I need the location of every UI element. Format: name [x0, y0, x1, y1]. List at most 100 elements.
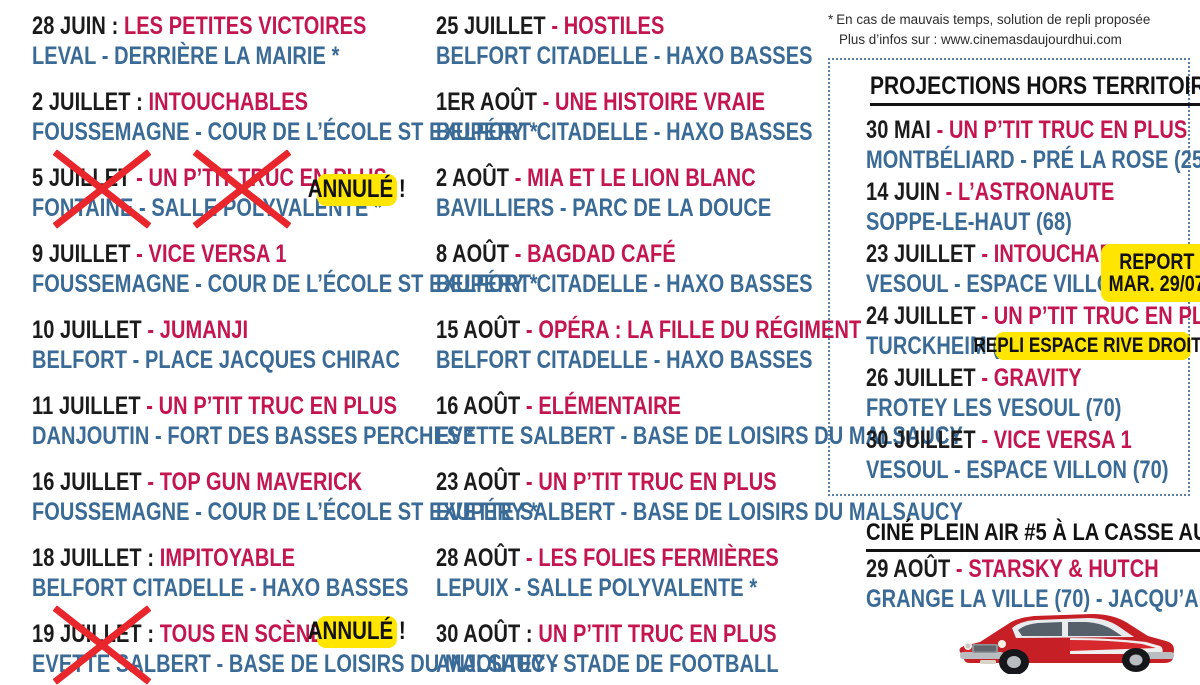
middle-separator-4: - — [525, 316, 533, 344]
hors-date-3: 24 JUILLET — [866, 302, 976, 330]
screening-entry: 16 AOÛT - ELÉMENTAIRE EVETTE SALBERT - BA… — [436, 394, 1095, 449]
screening-entry: 29 AOÛT - STARSKY & HUTCH GRANGE LA VILLE… — [866, 557, 1200, 612]
left-film-title-6: TOP GUN MAVERICK — [159, 468, 363, 496]
middle-date-7: 28 AOÛT — [436, 544, 521, 572]
screening-entry: 14 JUIN - L’ASTRONAUTE SOPPE-LE-HAUT (68) — [866, 180, 1177, 235]
left-date-1: 2 JUILLET — [32, 88, 131, 116]
middle-date-1: 1ER AOÛT — [436, 88, 538, 116]
cancelled-badge-text: ANNULÉ ! — [308, 175, 406, 204]
hors-venue-4: FROTEY LES VESOUL (70) — [866, 394, 1122, 422]
middle-venue-6: EVETTE SALBERT - BASE DE LOISIRS DU MALS… — [436, 498, 963, 526]
middle-venue-2: BAVILLIERS - PARC DE LA DOUCE — [436, 194, 772, 222]
screening-entry: 23 AOÛT - UN P’TIT TRUC EN PLUS EVETTE SA… — [436, 470, 1095, 525]
screening-entry: 28 AOÛT - LES FOLIES FERMIÈRES LEPUIX - S… — [436, 546, 865, 601]
repli-badge-text: REPLI ESPACE RIVE DROITE — [973, 334, 1200, 358]
left-weather-asterisk-6: * — [529, 498, 538, 526]
left-separator-5: - — [146, 392, 153, 420]
middle-film-title-8: UN P’TIT TRUC EN PLUS — [538, 620, 777, 648]
left-separator-7: : — [147, 544, 155, 572]
left-weather-asterisk-1: * — [529, 118, 538, 146]
hors-separator-2: - — [981, 240, 989, 268]
hors-separator-3: - — [981, 302, 989, 330]
left-venue-7: BELFORT CITADELLE - HAXO BASSES — [32, 574, 409, 602]
hors-date-5: 30 JUILLET — [866, 426, 976, 454]
cancelled-badge: ANNULÉ ! — [308, 174, 406, 206]
middle-date-3: 8 AOÛT — [436, 240, 510, 268]
starsky-hutch-car-photo — [959, 614, 1174, 674]
left-date-8: 19 JUILLET — [32, 620, 142, 648]
left-separator-4: - — [147, 316, 155, 344]
left-separator-3: - — [136, 240, 143, 268]
screening-entry: 9 JUILLET - VICE VERSA 1 FOUSSEMAGNE - CO… — [32, 242, 664, 297]
screening-entry: 5 JUILLET - UN P’TIT TRUC EN PLUS FONTAIN… — [32, 166, 476, 221]
screening-entry: 26 JUILLET - GRAVITY FROTEY LES VESOUL (7… — [866, 366, 1185, 421]
left-date-4: 10 JUILLET — [32, 316, 142, 344]
left-date-6: 16 JUILLET — [32, 468, 142, 496]
casse-auto-heading-text: CINÉ PLEIN AIR #5 À LA CASSE AUTO — [866, 519, 1200, 546]
left-date-5: 11 JUILLET — [32, 392, 141, 420]
screening-entry: 15 AOÛT - OPÉRA : LA FILLE DU RÉGIMENT BE… — [436, 318, 968, 373]
middle-film-title-7: LES FOLIES FERMIÈRES — [538, 544, 779, 572]
middle-date-5: 16 AOÛT — [436, 392, 521, 420]
screening-entry: 28 JUIN : LES PETITES VICTOIRES LEVAL - D… — [32, 14, 450, 69]
left-separator-1: : — [136, 88, 143, 116]
hors-date-0: 30 MAI — [866, 116, 931, 144]
left-film-title-1: INTOUCHABLES — [148, 88, 309, 116]
screening-entry: 11 JUILLET - UN P’TIT TRUC EN PLUS DANJOU… — [32, 394, 584, 449]
middle-venue-5: EVETTE SALBERT - BASE DE LOISIRS DU MALS… — [436, 422, 963, 450]
left-film-title-5: UN P’TIT TRUC EN PLUS — [158, 392, 397, 420]
cancelled-badge-text: ANNULÉ ! — [308, 617, 406, 646]
left-date-7: 18 JUILLET — [32, 544, 142, 572]
middle-date-0: 25 JUILLET — [436, 12, 546, 40]
left-separator-8: : — [147, 620, 155, 648]
weather-footnote: * En cas de mauvais temps, solution de re… — [828, 10, 1193, 50]
report-badge-line-1: REPORT — [1119, 248, 1195, 274]
left-date-2: 5 JUILLET — [32, 164, 131, 192]
hors-date-4: 26 JUILLET — [866, 364, 976, 392]
middle-venue-8: ANJOUTEY - STADE DE FOOTBALL — [436, 650, 779, 678]
middle-film-title-3: BAGDAD CAFÉ — [527, 240, 676, 268]
left-weather-asterisk-5: * — [466, 422, 474, 450]
left-weather-asterisk-3: * — [529, 270, 538, 298]
hors-film-title-0: UN P’TIT TRUC EN PLUS — [948, 116, 1188, 144]
left-weather-asterisk-2: * — [373, 194, 382, 222]
middle-venue-7: LEPUIX - SALLE POLYVALENTE — [436, 574, 744, 602]
left-venue-4: BELFORT - PLACE JACQUES CHIRAC — [32, 346, 400, 374]
middle-film-title-5: ELÉMENTAIRE — [538, 392, 682, 420]
middle-date-6: 23 AOÛT — [436, 468, 521, 496]
left-venue-0: LEVAL - DERRIÈRE LA MAIRIE — [32, 42, 326, 70]
middle-separator-2: - — [514, 164, 522, 192]
report-badge: REPORT MAR. 29/07 — [1101, 244, 1200, 302]
hors-date-1: 14 JUIN — [866, 178, 940, 206]
middle-date-2: 2 AOÛT — [436, 164, 510, 192]
hors-territoire-heading-text: PROJECTIONS HORS TERRITOIRE : — [870, 72, 1200, 100]
screening-entry: 18 JUILLET : IMPITOYABLE BELFORT CITADELL… — [32, 546, 503, 601]
left-film-title-8: TOUS EN SCÈNE 2 — [159, 620, 341, 648]
left-film-title-0: LES PETITES VICTOIRES — [123, 12, 367, 40]
middle-separator-0: - — [551, 12, 559, 40]
middle-film-title-4: OPÉRA : LA FILLE DU RÉGIMENT — [538, 316, 862, 344]
left-venue-6: FOUSSEMAGNE - COUR DE L’ÉCOLE ST EXUPÉRY — [32, 498, 525, 526]
screening-entry: 1ER AOÛT - UNE HISTOIRE VRAIE BELFORT CIT… — [436, 90, 907, 145]
hors-film-title-5: VICE VERSA 1 — [993, 426, 1132, 454]
casse-venue-0: GRANGE LA VILLE (70) - JACQU’AUTO — [866, 585, 1200, 613]
screening-entry: 25 JUILLET - HOSTILES BELFORT CITADELLE -… — [436, 14, 907, 69]
left-weather-asterisk-0: * — [331, 42, 340, 70]
screening-entry: 30 MAI - UN P’TIT TRUC EN PLUS MONTBÉLIAR… — [866, 118, 1200, 173]
hors-film-title-1: L’ASTRONAUTE — [957, 178, 1115, 206]
hors-venue-0: MONTBÉLIARD - PRÉ LA ROSE (25) — [866, 146, 1200, 174]
middle-film-title-2: MIA ET LE LION BLANC — [527, 164, 756, 192]
report-badge-line-2: MAR. 29/07 — [1108, 271, 1200, 296]
left-venue-3: FOUSSEMAGNE - COUR DE L’ÉCOLE ST EXUPÉRY — [32, 270, 525, 298]
hors-territoire-heading: PROJECTIONS HORS TERRITOIRE : — [870, 72, 1200, 106]
hors-separator-5: - — [981, 426, 989, 454]
left-film-title-4: JUMANJI — [159, 316, 249, 344]
left-venue-5: DANJOUTIN - FORT DES BASSES PERCHES — [32, 422, 461, 450]
hors-separator-0: - — [936, 116, 944, 144]
hors-venue-5: VESOUL - ESPACE VILLON (70) — [866, 456, 1169, 484]
left-separator-0: : — [111, 12, 119, 40]
left-separator-2: - — [136, 164, 143, 192]
hors-venue-1: SOPPE-LE-HAUT (68) — [866, 208, 1072, 236]
casse-separator-0: - — [955, 555, 963, 583]
